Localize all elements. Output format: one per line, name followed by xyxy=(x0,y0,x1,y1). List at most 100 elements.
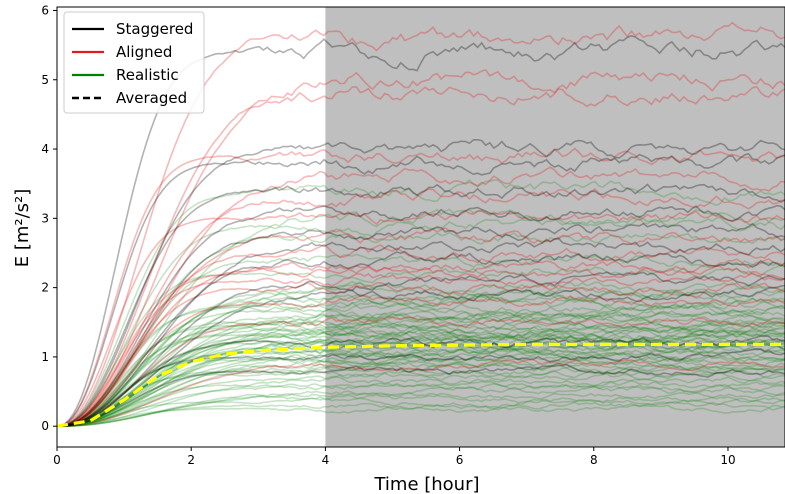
y-tick-label: 2 xyxy=(41,281,49,295)
legend-label-aligned: Aligned xyxy=(116,43,172,61)
ensemble-line xyxy=(57,355,785,428)
x-tick-label: 6 xyxy=(456,453,464,467)
ensemble-line xyxy=(57,204,785,427)
ensemble-line xyxy=(57,309,785,427)
ensemble-line xyxy=(57,326,785,427)
ensemble-line xyxy=(57,264,785,427)
ensemble-line xyxy=(57,210,785,427)
ensemble-line xyxy=(57,391,785,428)
ensemble-line xyxy=(57,311,785,427)
ensemble-line xyxy=(57,284,785,428)
ensemble-line xyxy=(57,322,785,428)
ensemble-line xyxy=(57,179,785,427)
ensemble-line xyxy=(57,321,785,427)
legend-label-staggered: Staggered xyxy=(116,20,193,38)
ensemble-line xyxy=(57,369,785,428)
ensemble-line xyxy=(57,349,785,428)
ensemble-line xyxy=(57,222,785,427)
y-tick-label: 1 xyxy=(41,350,49,364)
ensemble-line xyxy=(57,304,785,427)
ensemble-line xyxy=(57,358,785,428)
ensemble-line xyxy=(57,290,785,427)
ensemble-line xyxy=(57,310,785,428)
ensemble-line xyxy=(57,166,785,427)
y-tick-label: 5 xyxy=(41,73,49,87)
y-axis-label: E [m²/s²] xyxy=(12,189,33,268)
ensemble-line xyxy=(57,214,785,427)
ensemble-line xyxy=(57,231,785,427)
ensemble-line xyxy=(57,359,785,428)
axes-layer xyxy=(56,6,785,448)
ensemble-line xyxy=(57,363,785,428)
ensemble-line xyxy=(57,21,785,427)
ensemble-line xyxy=(57,85,785,427)
ensemble-line xyxy=(57,354,785,427)
ensemble-line xyxy=(57,183,785,427)
y-tick-label: 3 xyxy=(41,211,49,225)
ensemble-line xyxy=(57,364,785,427)
ensemble-line xyxy=(57,330,785,428)
ensemble-line xyxy=(57,348,785,427)
ensemble-line xyxy=(57,393,785,428)
plot-frame xyxy=(56,6,785,448)
ensemble-line xyxy=(57,250,785,427)
ensemble-line xyxy=(57,318,785,427)
x-tick-label: 10 xyxy=(720,453,735,467)
ensemble-line xyxy=(57,294,785,427)
ensemble-line xyxy=(57,384,785,428)
ensemble-line xyxy=(57,258,785,427)
x-tick-label: 0 xyxy=(53,453,61,467)
ensemble-line xyxy=(57,243,785,427)
ensemble-line xyxy=(57,301,785,427)
ensemble-line xyxy=(57,271,785,427)
ensemble-line xyxy=(57,152,785,427)
x-tick-label: 8 xyxy=(590,453,598,467)
ensemble-line xyxy=(57,342,785,427)
ensemble-lines-layer xyxy=(57,21,785,428)
shaded-region xyxy=(325,7,785,447)
y-tick-label: 6 xyxy=(41,3,49,17)
shaded-region-layer xyxy=(325,7,785,447)
legend-frame xyxy=(63,11,205,114)
averaged-series-line xyxy=(57,342,785,428)
ensemble-line xyxy=(57,314,785,427)
ensemble-line xyxy=(57,282,785,427)
ensemble-line xyxy=(57,253,785,427)
ensemble-line xyxy=(57,336,785,428)
x-tick-label: 2 xyxy=(187,453,195,467)
ensemble-line xyxy=(57,288,785,427)
ensemble-line xyxy=(57,361,785,428)
ensemble-line xyxy=(57,295,785,427)
ensemble-line xyxy=(57,208,785,427)
ensemble-line xyxy=(57,310,785,428)
ensemble-line xyxy=(57,237,785,427)
legend-label-averaged: Averaged xyxy=(116,89,187,107)
averaged-line-layer xyxy=(57,342,785,428)
ensemble-line xyxy=(57,139,785,427)
x-axis-label: Time [hour] xyxy=(373,474,479,494)
ensemble-line xyxy=(57,337,785,428)
y-tick-label: 0 xyxy=(41,419,49,433)
ensemble-line xyxy=(57,348,785,428)
ensemble-line xyxy=(57,68,785,427)
legend: Staggered Aligned Realistic Averaged xyxy=(63,11,205,114)
y-tick-label: 4 xyxy=(41,142,49,156)
ensemble-line xyxy=(57,227,785,427)
ensemble-line xyxy=(57,360,785,428)
ensemble-line xyxy=(57,396,785,428)
ensemble-line xyxy=(57,380,785,428)
ensemble-line xyxy=(57,328,785,428)
legend-label-realistic: Realistic xyxy=(116,66,179,84)
ensemble-line xyxy=(57,345,785,428)
ensemble-line xyxy=(57,332,785,427)
ensemble-line xyxy=(57,188,785,427)
ensemble-line xyxy=(57,404,785,428)
ensemble-line xyxy=(57,335,785,427)
ensemble-line xyxy=(57,370,785,427)
ensemble-line xyxy=(57,281,785,427)
ensemble-line xyxy=(57,316,785,427)
ensemble-line xyxy=(57,147,785,427)
x-tick-label: 4 xyxy=(322,453,330,467)
ensemble-line xyxy=(57,400,785,428)
ensemble-line xyxy=(57,328,785,427)
